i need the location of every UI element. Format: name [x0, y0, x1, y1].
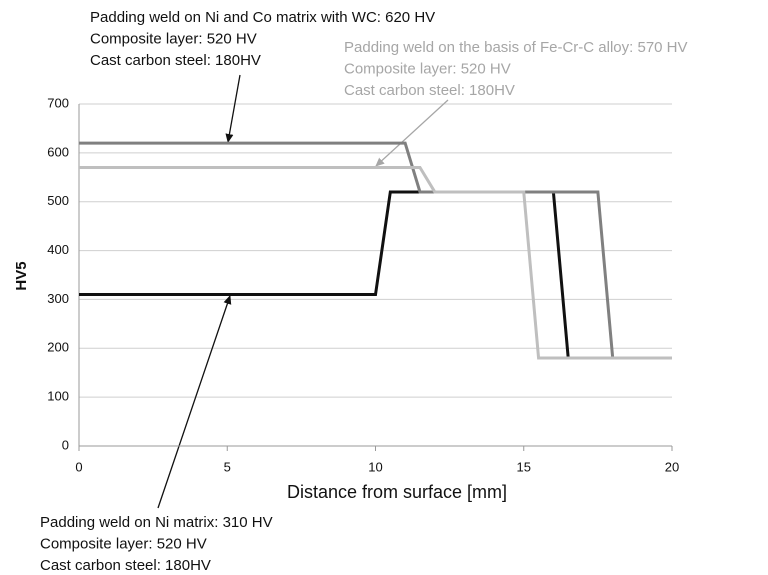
annotation: Composite layer: 520 HV	[344, 60, 511, 77]
y-axis-label: HV5	[13, 261, 30, 290]
x-axis-label: Distance from surface [mm]	[287, 482, 507, 502]
annotation: Padding weld on Ni and Co matrix with WC…	[90, 9, 435, 26]
annotation: Cast carbon steel: 180HV	[344, 82, 515, 99]
y-tick-label: 400	[47, 242, 69, 257]
annotation: Composite layer: 520 HV	[90, 30, 257, 47]
y-tick-label: 700	[47, 95, 69, 110]
annotation: Cast carbon steel: 180HV	[40, 557, 211, 574]
arrow	[157, 295, 232, 509]
series-line	[79, 190, 570, 359]
x-tick-label: 0	[75, 459, 82, 474]
y-tick-label: 200	[47, 340, 69, 355]
annotation: Padding weld on Ni matrix: 310 HV	[40, 514, 273, 531]
annotation: Cast carbon steel: 180HV	[90, 52, 261, 69]
y-tick-label: 0	[62, 437, 69, 452]
arrow	[225, 74, 241, 143]
series-line	[79, 166, 672, 360]
y-tick-label: 600	[47, 144, 69, 159]
y-tick-label: 100	[47, 389, 69, 404]
annotation: Padding weld on the basis of Fe-Cr-C all…	[344, 39, 688, 56]
x-tick-label: 15	[517, 459, 531, 474]
y-tick-label: 300	[47, 291, 69, 306]
y-tick-label: 500	[47, 193, 69, 208]
x-tick-label: 5	[224, 459, 231, 474]
annotation: Composite layer: 520 HV	[40, 535, 207, 552]
x-tick-label: 20	[665, 459, 679, 474]
x-tick-label: 10	[368, 459, 382, 474]
arrow	[375, 99, 449, 167]
